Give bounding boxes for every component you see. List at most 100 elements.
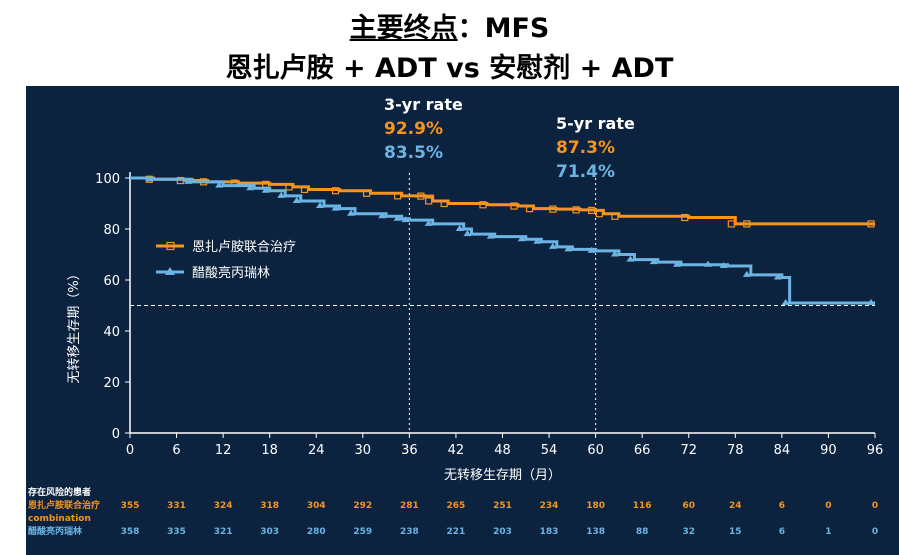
y-tick-label: 100 xyxy=(95,172,120,187)
risk-value-combination: 180 xyxy=(586,501,605,511)
title-line-2: 恩扎卢胺 + ADT vs 安慰剂 + ADT xyxy=(225,53,674,84)
risk-value-placebo: 259 xyxy=(353,527,372,537)
x-tick-label: 18 xyxy=(261,443,278,458)
risk-value-combination: 292 xyxy=(353,501,372,511)
risk-value-combination: 234 xyxy=(540,501,559,511)
censor-marker xyxy=(572,206,580,214)
censor-marker xyxy=(393,214,402,221)
risk-value-placebo: 335 xyxy=(167,527,186,537)
rate-placebo-value: 71.4% xyxy=(556,162,615,182)
risk-value-combination: 251 xyxy=(493,501,512,511)
censor-marker xyxy=(672,260,681,267)
risk-row-label: 恩扎卢胺联合治疗 xyxy=(28,499,100,511)
legend-marker xyxy=(165,267,175,275)
legend-marker xyxy=(166,241,175,251)
censor-marker xyxy=(510,202,518,210)
x-tick-label: 42 xyxy=(448,443,465,458)
censor-marker xyxy=(424,219,433,226)
censor-marker xyxy=(261,186,270,193)
x-tick-label: 66 xyxy=(634,443,651,458)
y-tick-label: 80 xyxy=(103,223,120,238)
risk-value-placebo: 15 xyxy=(729,527,742,537)
x-tick-label: 90 xyxy=(820,443,837,458)
rate-heading: 5-yr rate xyxy=(556,114,635,133)
risk-value-combination: 0 xyxy=(872,501,878,511)
censor-marker xyxy=(417,192,425,200)
censor-marker xyxy=(331,187,340,195)
risk-value-combination: 304 xyxy=(307,501,326,511)
censor-marker xyxy=(595,210,603,218)
risk-value-combination: 324 xyxy=(214,501,233,511)
risk-value-combination: 355 xyxy=(121,501,140,511)
risk-value-combination: 265 xyxy=(447,501,466,511)
rate-combination-value: 87.3% xyxy=(556,138,615,158)
censor-marker xyxy=(681,213,689,222)
risk-table-header: 存在风险的患者 xyxy=(28,486,91,498)
risk-value-combination: 116 xyxy=(633,501,652,511)
censor-marker xyxy=(277,191,286,198)
x-axis-label: 无转移生存期（月） xyxy=(444,468,561,483)
y-axis-label: 无转移生存期（%） xyxy=(67,267,82,383)
censor-marker xyxy=(773,273,782,280)
risk-value-combination: 331 xyxy=(167,501,186,511)
censor-marker xyxy=(316,202,325,209)
censor-marker xyxy=(378,212,387,219)
risk-value-placebo: 280 xyxy=(307,527,326,537)
y-tick-label: 0 xyxy=(112,427,120,442)
x-tick-label: 54 xyxy=(541,443,558,458)
risk-value-placebo: 1 xyxy=(825,527,831,537)
x-tick-label: 36 xyxy=(401,443,418,458)
x-tick-label: 24 xyxy=(308,443,325,458)
censor-marker xyxy=(486,232,495,239)
censor-marker xyxy=(611,212,619,220)
x-tick-label: 96 xyxy=(867,443,884,458)
x-tick-label: 72 xyxy=(680,443,697,458)
x-tick-label: 78 xyxy=(727,443,744,458)
risk-value-combination: 318 xyxy=(260,501,279,511)
censor-marker xyxy=(246,184,255,191)
risk-value-placebo: 221 xyxy=(447,527,466,537)
risk-row-label: 醋酸亮丙瑞林 xyxy=(28,525,83,537)
censor-marker xyxy=(285,183,293,191)
risk-value-combination: 6 xyxy=(779,501,785,511)
risk-value-placebo: 303 xyxy=(260,527,279,537)
x-tick-label: 84 xyxy=(774,443,791,458)
censor-marker xyxy=(610,250,619,257)
censor-marker xyxy=(184,177,193,184)
censor-marker xyxy=(564,245,573,252)
censor-marker xyxy=(743,220,751,228)
y-tick-label: 40 xyxy=(103,325,120,340)
x-tick-label: 12 xyxy=(215,443,232,458)
censor-marker xyxy=(727,220,735,228)
x-tick-label: 0 xyxy=(126,443,134,458)
censor-marker xyxy=(587,246,596,253)
rate-placebo-value: 83.5% xyxy=(384,143,443,163)
risk-value-placebo: 0 xyxy=(872,527,878,537)
risk-value-combination: 0 xyxy=(825,501,831,511)
censor-marker xyxy=(588,206,596,214)
censor-marker xyxy=(867,298,875,305)
combination-curve xyxy=(130,176,875,226)
rate-heading: 3-yr rate xyxy=(384,95,463,114)
y-tick-label: 60 xyxy=(103,274,120,289)
censor-marker xyxy=(300,185,309,194)
risk-row-sublabel: combination xyxy=(28,514,91,524)
censor-marker xyxy=(292,196,301,203)
risk-value-placebo: 6 xyxy=(779,527,785,537)
censor-marker xyxy=(525,204,534,213)
risk-value-combination: 281 xyxy=(400,501,419,511)
censor-marker xyxy=(626,255,635,262)
risk-value-placebo: 183 xyxy=(540,527,559,537)
risk-value-placebo: 321 xyxy=(214,527,233,537)
censor-marker xyxy=(455,225,464,231)
title-main: 主要终点 xyxy=(349,13,458,44)
risk-value-placebo: 203 xyxy=(493,527,512,537)
censor-marker xyxy=(649,258,658,265)
censor-marker xyxy=(215,181,224,188)
censor-marker xyxy=(394,192,402,200)
censor-marker xyxy=(742,270,751,277)
x-tick-label: 60 xyxy=(587,443,604,458)
rate-combination-value: 92.9% xyxy=(384,119,443,139)
legend-label: 醋酸亮丙瑞林 xyxy=(192,265,270,281)
